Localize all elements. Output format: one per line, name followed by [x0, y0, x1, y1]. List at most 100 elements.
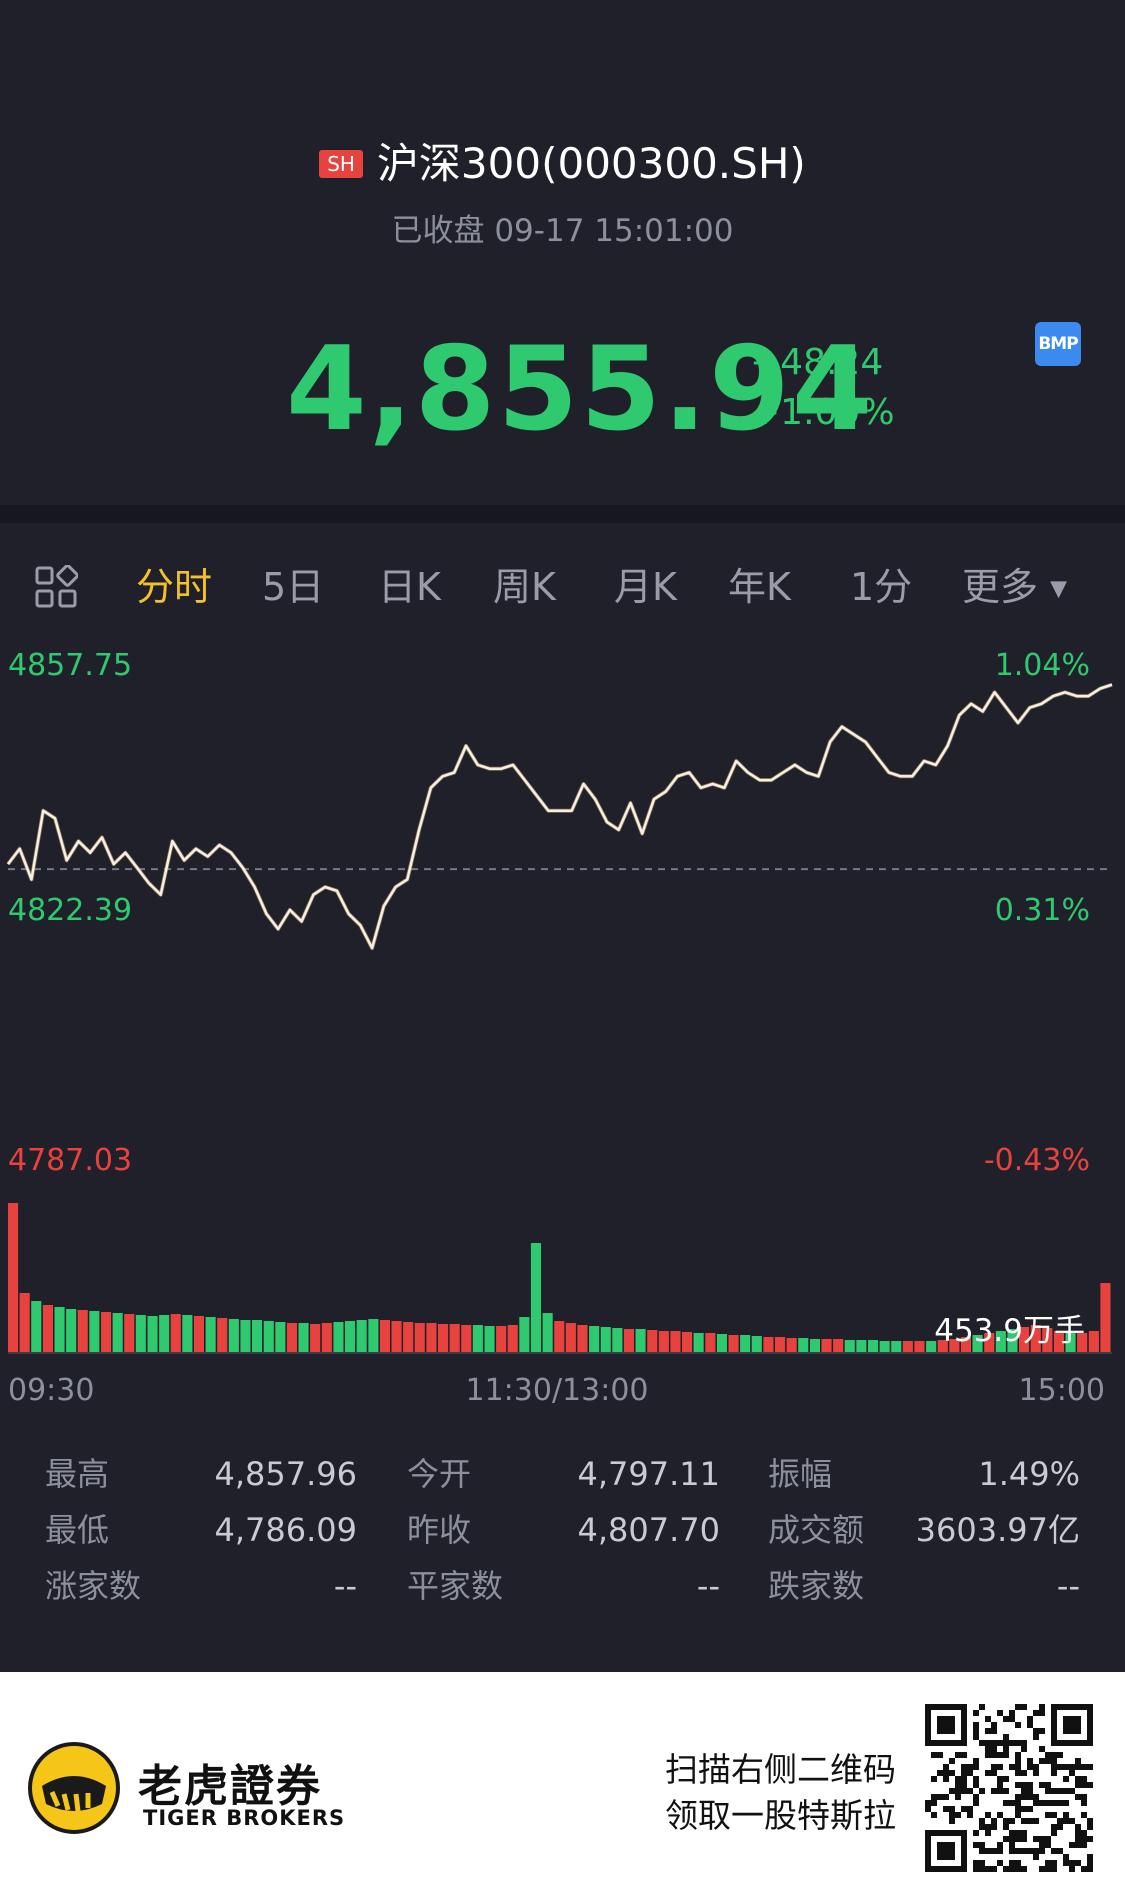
volume-bar: [135, 1315, 146, 1353]
volume-bar: [298, 1323, 309, 1353]
volume-bar: [856, 1340, 867, 1353]
change-percent: +1.00%: [750, 392, 895, 433]
volume-bar: [542, 1313, 553, 1353]
volume-bar: [868, 1340, 879, 1353]
brand-name-en: TIGER BROKERS: [143, 1806, 346, 1830]
volume-bar: [937, 1340, 948, 1353]
volume-bar: [728, 1335, 739, 1353]
promo-footer: 老虎證券 TIGER BROKERS 扫描右侧二维码 领取一股特斯拉: [0, 1672, 1125, 1904]
volume-bar: [775, 1337, 786, 1353]
volume-bar: [623, 1329, 634, 1353]
tab-intraday[interactable]: 分时: [136, 565, 213, 609]
volume-bar: [530, 1243, 541, 1353]
y-label-right-0: 1.04%: [995, 648, 1090, 683]
stat-label-advancers: 涨家数: [45, 1567, 142, 1605]
qr-code-icon[interactable]: [925, 1704, 1093, 1872]
brand-name-cn: 老虎證券: [138, 1761, 322, 1812]
volume-bar: [1019, 1327, 1030, 1353]
volume-bar: [170, 1314, 181, 1353]
volume-bar: [705, 1333, 716, 1353]
volume-bar: [379, 1320, 390, 1353]
stat-value-prev-close: 4,807.70: [577, 1511, 721, 1549]
volume-bar: [716, 1334, 727, 1353]
volume-bar: [786, 1338, 797, 1353]
volume-bar: [77, 1310, 88, 1353]
tab-more-label: 更多: [962, 565, 1039, 609]
volume-bar: [809, 1339, 820, 1353]
volume-bar: [31, 1301, 42, 1353]
volume-bar: [472, 1325, 483, 1353]
y-label-left-2: 4787.03: [8, 1143, 132, 1178]
volume-bar: [1007, 1329, 1018, 1353]
volume-bar: [1077, 1333, 1088, 1353]
volume-bar: [821, 1339, 832, 1353]
bmp-icon[interactable]: BMP: [1035, 322, 1081, 366]
last-price: 4,855.94: [286, 322, 875, 457]
exchange-badge: SH: [319, 150, 363, 178]
stat-label-decliners: 跌家数: [768, 1567, 865, 1605]
volume-bar: [519, 1317, 530, 1353]
volume-bar: [914, 1341, 925, 1353]
stat-value-decliners: --: [1056, 1567, 1080, 1605]
volume-bar: [484, 1326, 495, 1353]
volume-bar: [1030, 1325, 1041, 1353]
tab-more[interactable]: 更多 ▼: [962, 563, 1067, 614]
stat-value-open: 4,797.11: [577, 1455, 721, 1493]
tab-yearly-k[interactable]: 年K: [728, 565, 791, 609]
tab-monthly-k[interactable]: 月K: [614, 565, 677, 609]
volume-bar: [926, 1341, 937, 1353]
tiger-logo-icon: [28, 1742, 120, 1834]
volume-bar: [252, 1320, 263, 1353]
volume-bar: [763, 1337, 774, 1353]
volume-bar: [321, 1323, 332, 1353]
volume-bar: [147, 1316, 158, 1353]
volume-bar: [42, 1305, 53, 1353]
stat-value-unchanged: --: [696, 1567, 720, 1605]
x-label-open: 09:30: [8, 1373, 94, 1408]
volume-bar: [159, 1315, 170, 1353]
volume-bar: [670, 1331, 681, 1353]
volume-bar: [193, 1316, 204, 1353]
volume-bar: [995, 1331, 1006, 1353]
volume-bar: [833, 1339, 844, 1353]
tab-daily-k[interactable]: 日K: [378, 565, 441, 609]
stat-value-turnover: 3603.97亿: [915, 1511, 1080, 1549]
volume-bar: [101, 1312, 112, 1353]
volume-bar: [217, 1318, 228, 1353]
volume-bar: [902, 1341, 913, 1353]
volume-bar: [960, 1337, 971, 1353]
volume-bar: [879, 1341, 890, 1353]
volume-bar: [647, 1330, 658, 1353]
volume-bar: [286, 1323, 297, 1353]
y-label-left-1: 4822.39: [8, 893, 132, 928]
stat-label-open: 今开: [407, 1455, 472, 1493]
volume-bar: [891, 1341, 902, 1353]
volume-bar: [112, 1313, 123, 1353]
volume-bar: [798, 1338, 809, 1353]
tab-weekly-k[interactable]: 周K: [493, 565, 556, 609]
promo-text: 扫描右侧二维码 领取一股特斯拉: [665, 1747, 896, 1839]
section-divider: [0, 505, 1125, 523]
volume-bar: [54, 1307, 65, 1353]
volume-bar: [1053, 1331, 1064, 1353]
volume-bar: [124, 1314, 135, 1353]
volume-bar: [345, 1321, 356, 1353]
caret-down-icon: ▼: [1050, 576, 1068, 602]
y-label-right-2: -0.43%: [984, 1143, 1090, 1178]
grid-layout-icon[interactable]: [34, 565, 78, 609]
tab-5day[interactable]: 5日: [262, 565, 325, 609]
volume-bar: [507, 1325, 518, 1353]
tab-1min[interactable]: 1分: [850, 565, 913, 609]
volume-bar: [403, 1322, 414, 1353]
stat-label-turnover: 成交额: [768, 1511, 865, 1549]
volume-bar: [263, 1321, 274, 1353]
intraday-chart[interactable]: 4857.75 4822.39 4787.03 1.04% 0.31% -0.43% 453…: [0, 648, 1125, 1438]
volume-bar: [275, 1322, 286, 1353]
stat-value-high: 4,857.96: [214, 1455, 358, 1493]
volume-bar: [89, 1311, 100, 1353]
price-line: [7, 683, 1113, 950]
stat-label-high: 最高: [45, 1455, 110, 1493]
stat-value-amplitude: 1.49%: [978, 1455, 1080, 1493]
volume-bar: [438, 1324, 449, 1353]
promo-line-2: 领取一股特斯拉: [665, 1796, 896, 1835]
